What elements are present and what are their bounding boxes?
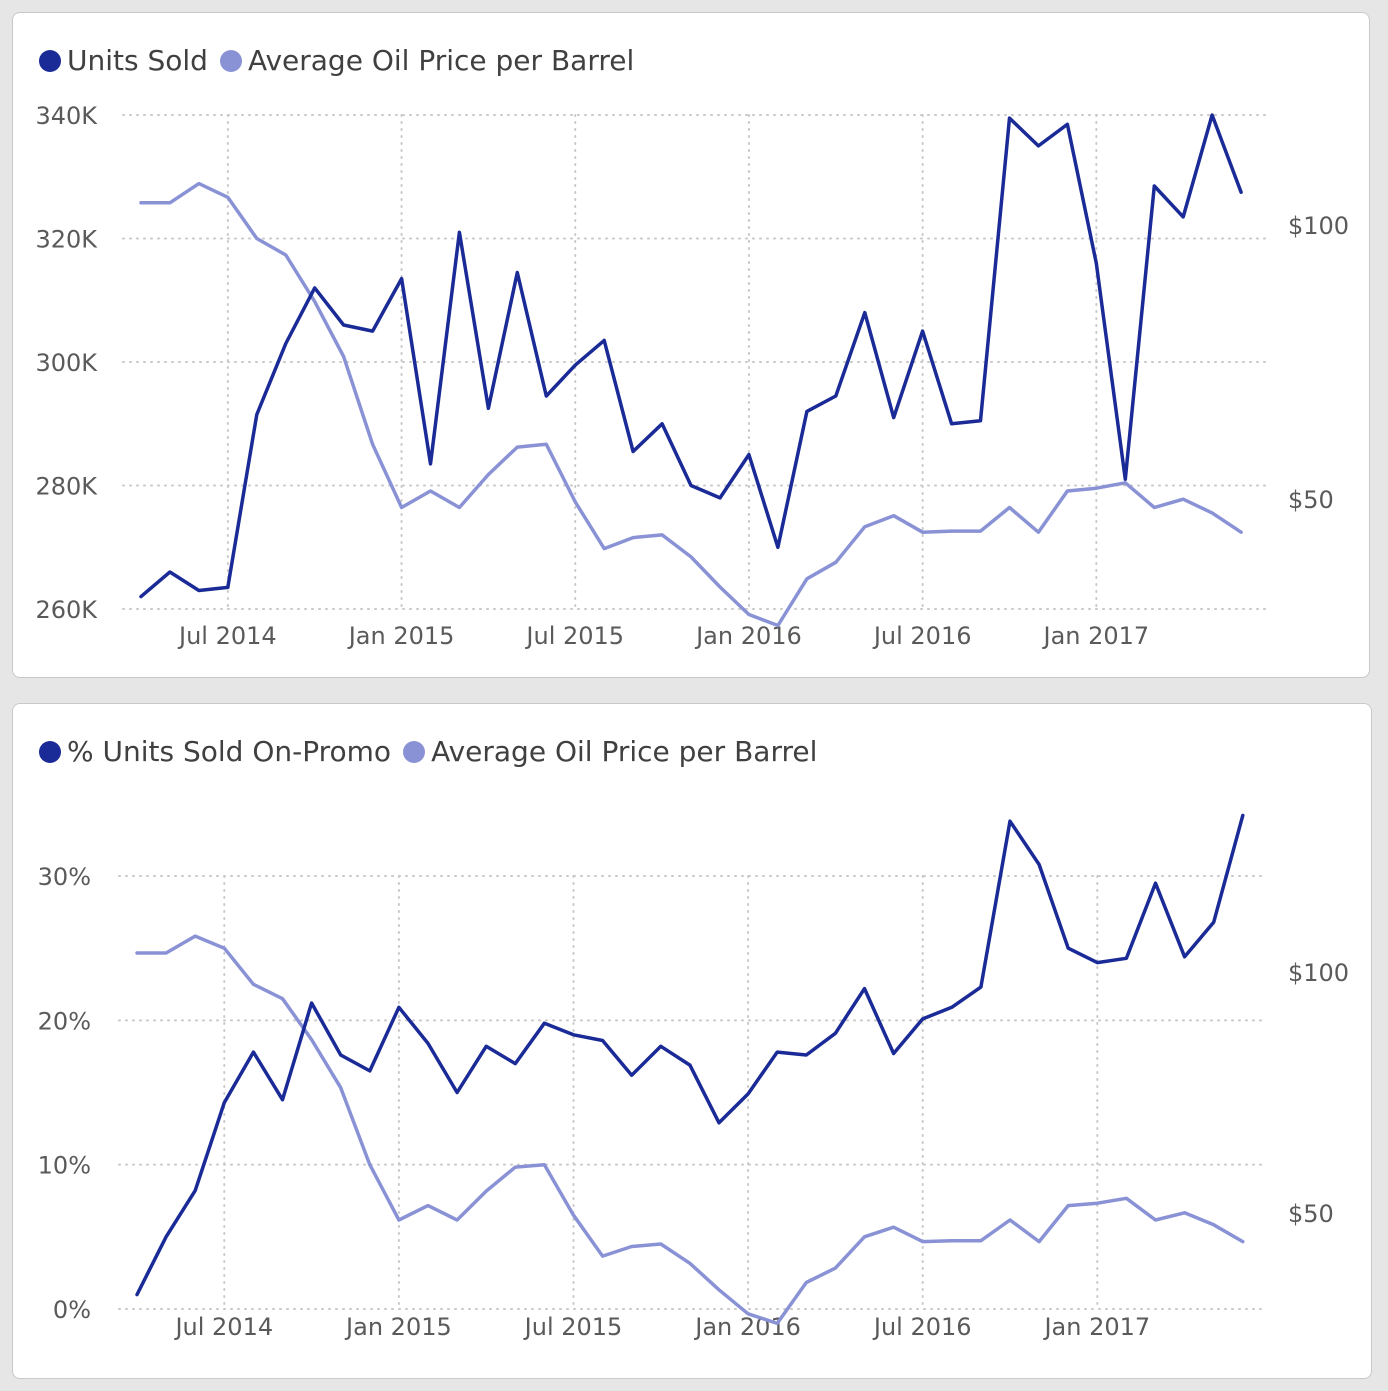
y-right-tick-label: $100 xyxy=(1288,959,1349,987)
legend-marker-icon xyxy=(219,49,242,72)
x-tick-label: Jan 2017 xyxy=(1042,1313,1150,1341)
x-tick-label: Jan 2017 xyxy=(1041,622,1149,650)
x-tick-label: Jul 2016 xyxy=(872,622,972,650)
x-tick-label: Jul 2014 xyxy=(173,1313,273,1341)
y-left-tick-label: 0% xyxy=(53,1296,91,1324)
legend-label: Average Oil Price per Barrel xyxy=(431,735,818,768)
x-tick-label: Jan 2015 xyxy=(344,1313,452,1341)
y-left-tick-label: 260K xyxy=(35,596,98,624)
x-tick-label: Jul 2015 xyxy=(523,1313,623,1341)
y-left-tick-label: 300K xyxy=(35,349,98,377)
y-right-tick-label: $50 xyxy=(1288,1200,1334,1228)
x-tick-label: Jul 2014 xyxy=(177,622,277,650)
legend-label: Average Oil Price per Barrel xyxy=(247,44,635,77)
y-right-tick-label: $100 xyxy=(1288,212,1349,240)
legend-item-units-sold[interactable]: Units Sold xyxy=(39,44,208,77)
series-line-oil-price[interactable] xyxy=(139,181,1243,628)
units-sold-line-chart: Jul 2014 Jan 2015 Jul 2015 Jan 2016 Jul 2016… xyxy=(35,102,1349,650)
x-tick-label: Jan 2015 xyxy=(347,622,455,650)
legend-marker-icon xyxy=(39,740,61,763)
promo-share-line-chart: Jul 2014 Jan 2015 Jul 2015 Jan 2016 Jul 2016… xyxy=(38,813,1349,1341)
units-sold-chart-panel: Units Sold Average Oil Price per Barrel … xyxy=(12,12,1370,678)
y-right-tick-label: $50 xyxy=(1288,486,1334,514)
y-left-tick-label: 280K xyxy=(35,473,98,501)
legend-item-oil-price[interactable]: Average Oil Price per Barrel xyxy=(403,735,817,768)
series-line-primary[interactable] xyxy=(139,113,1243,599)
y-left-tick-label: 10% xyxy=(38,1152,91,1180)
legend-marker-icon xyxy=(403,740,426,763)
y-left-tick-label: 30% xyxy=(38,863,91,891)
y-left-tick-label: 20% xyxy=(38,1007,91,1035)
promo-share-chart-panel: % Units Sold On-Promo Average Oil Price … xyxy=(12,703,1372,1379)
legend-label: % Units Sold On-Promo xyxy=(67,735,392,768)
legend-marker-icon xyxy=(39,49,61,72)
y-left-tick-label: 340K xyxy=(35,102,98,130)
chart2-legend: % Units Sold On-Promo Average Oil Price … xyxy=(39,735,829,768)
y-left-tick-label: 320K xyxy=(35,226,98,254)
chart1-legend: Units Sold Average Oil Price per Barrel xyxy=(39,44,646,77)
legend-item-oil-price[interactable]: Average Oil Price per Barrel xyxy=(219,44,635,77)
series-line-primary[interactable] xyxy=(135,813,1245,1297)
legend-item-promo-share[interactable]: % Units Sold On-Promo xyxy=(39,735,391,768)
series-line-oil-price[interactable] xyxy=(135,934,1245,1326)
x-tick-label: Jul 2016 xyxy=(872,1313,972,1341)
legend-label: Units Sold xyxy=(67,44,208,77)
x-tick-label: Jul 2015 xyxy=(524,622,624,650)
x-tick-label: Jan 2016 xyxy=(693,1313,801,1341)
x-tick-label: Jan 2016 xyxy=(694,622,802,650)
